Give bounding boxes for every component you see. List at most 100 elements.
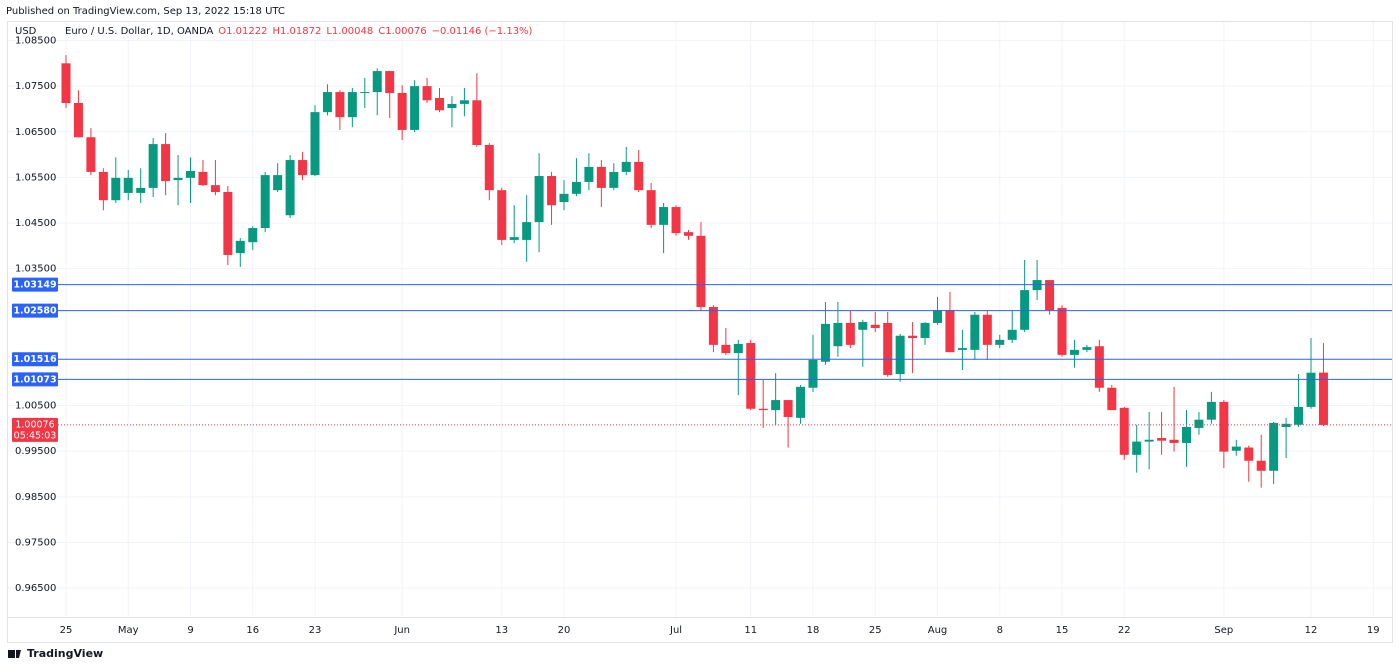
logo-bar [8, 650, 15, 658]
level-label: 1.01516 [13, 354, 57, 365]
candle-body [1107, 387, 1117, 411]
x-tick-label: Aug [928, 625, 948, 636]
x-tick-label: 22 [1118, 625, 1131, 636]
y-tick-label: 1.07500 [15, 81, 56, 92]
x-tick-label: Sep [1214, 625, 1233, 636]
y-tick-label: 0.96500 [15, 583, 56, 594]
candle-body [98, 171, 108, 201]
x-tick-label: 25 [869, 625, 882, 636]
x-tick-label: 15 [1056, 625, 1069, 636]
candle-body [746, 343, 756, 409]
level-label-box [12, 303, 58, 318]
candle-body [1306, 372, 1316, 407]
candle-body [1318, 372, 1328, 425]
candle-body [671, 207, 681, 234]
candle-body [547, 176, 557, 206]
level-label: 1.02580 [13, 306, 57, 317]
candle-body [957, 348, 967, 350]
candle-body [1157, 437, 1167, 441]
x-tick-label: 20 [558, 625, 571, 636]
candle-body [796, 386, 806, 418]
level-label-box [12, 372, 58, 387]
y-tick-label: 0.97500 [15, 537, 56, 548]
candle-body [696, 235, 706, 307]
candle-body [1045, 280, 1055, 311]
legend: Euro / U.S. Dollar, 1D, OANDA O1.01222 H1.… [65, 26, 533, 37]
legend-ohlc: O1.01222 [218, 26, 267, 37]
x-tick-label: 23 [309, 625, 322, 636]
candle-body [908, 335, 918, 339]
candles [61, 55, 1328, 488]
overlay: 0.96500 0.97500 0.98500 0.99500 1.00500 1.035… [12, 35, 1392, 636]
candle-body [982, 314, 992, 345]
y-tick-label: 1.03500 [15, 264, 56, 275]
candle-body [1244, 447, 1254, 461]
candle-body [223, 191, 233, 255]
candle-body [721, 344, 731, 354]
candle-body [1219, 401, 1229, 452]
candle-body [235, 240, 245, 254]
candle-body [870, 324, 880, 328]
candle-body [895, 335, 905, 375]
legend-ohlc: L1.00048 [326, 26, 373, 37]
candle-body [1007, 329, 1017, 340]
currency-label: USD [15, 26, 37, 37]
x-tick-label: 25 [60, 625, 73, 636]
y-tick-label: 1.08500 [15, 35, 56, 46]
candle-body [1132, 441, 1142, 455]
y-tick-label: 1.05500 [15, 172, 56, 183]
candle-body [1082, 347, 1092, 350]
candle-body [310, 112, 320, 176]
candle-body [1231, 446, 1241, 451]
x-tick-label: Jul [669, 625, 682, 636]
candle-body [1256, 460, 1266, 471]
candle-body [621, 161, 631, 172]
candle-body [484, 144, 494, 191]
candle-body [372, 71, 382, 93]
candle-body [497, 190, 507, 240]
candle-body [584, 166, 594, 182]
candle-body [1194, 419, 1204, 428]
candle-body [920, 322, 930, 339]
y-tick-label: 1.00500 [15, 401, 56, 412]
candle-body [410, 86, 420, 130]
candle-body [1269, 422, 1279, 471]
x-tick-label: 12 [1305, 625, 1318, 636]
candle-body [858, 322, 868, 330]
candle-body [161, 144, 171, 182]
candle-body [61, 63, 71, 104]
candle-body [260, 175, 270, 229]
candle-body [634, 161, 644, 191]
level-label: 1.01073 [13, 374, 56, 385]
candle-body [186, 171, 195, 178]
x-tick-label: 18 [807, 625, 820, 636]
candle-body [1069, 349, 1079, 355]
candle-body [684, 232, 693, 236]
x-tick-label: 9 [187, 625, 193, 636]
published-header: Published on TradingView.com, Sep 13, 20… [6, 6, 285, 17]
countdown-label: 05:45:03 [14, 430, 57, 441]
candle-body [335, 92, 345, 118]
candle-body [385, 71, 395, 93]
candle-body [1206, 401, 1216, 420]
candle-body [1119, 407, 1129, 455]
candle-body [596, 166, 606, 188]
candle-body [783, 400, 793, 417]
legend-ohlc: −0.01146 (−1.13%) [432, 26, 533, 37]
candle-body [1169, 439, 1179, 443]
candle-body [136, 187, 146, 193]
candle-body [1144, 439, 1154, 442]
candle-body [298, 160, 308, 176]
candle-body [248, 228, 258, 243]
candle-body [534, 176, 544, 223]
level-label-box [12, 352, 58, 367]
candle-body [1182, 426, 1191, 443]
candle-body [1094, 346, 1104, 388]
x-tick-label: 13 [495, 625, 508, 636]
candle-body [808, 359, 818, 388]
candle-body [995, 339, 1005, 345]
candle-body [708, 306, 718, 345]
x-tick-label: 11 [744, 625, 757, 636]
